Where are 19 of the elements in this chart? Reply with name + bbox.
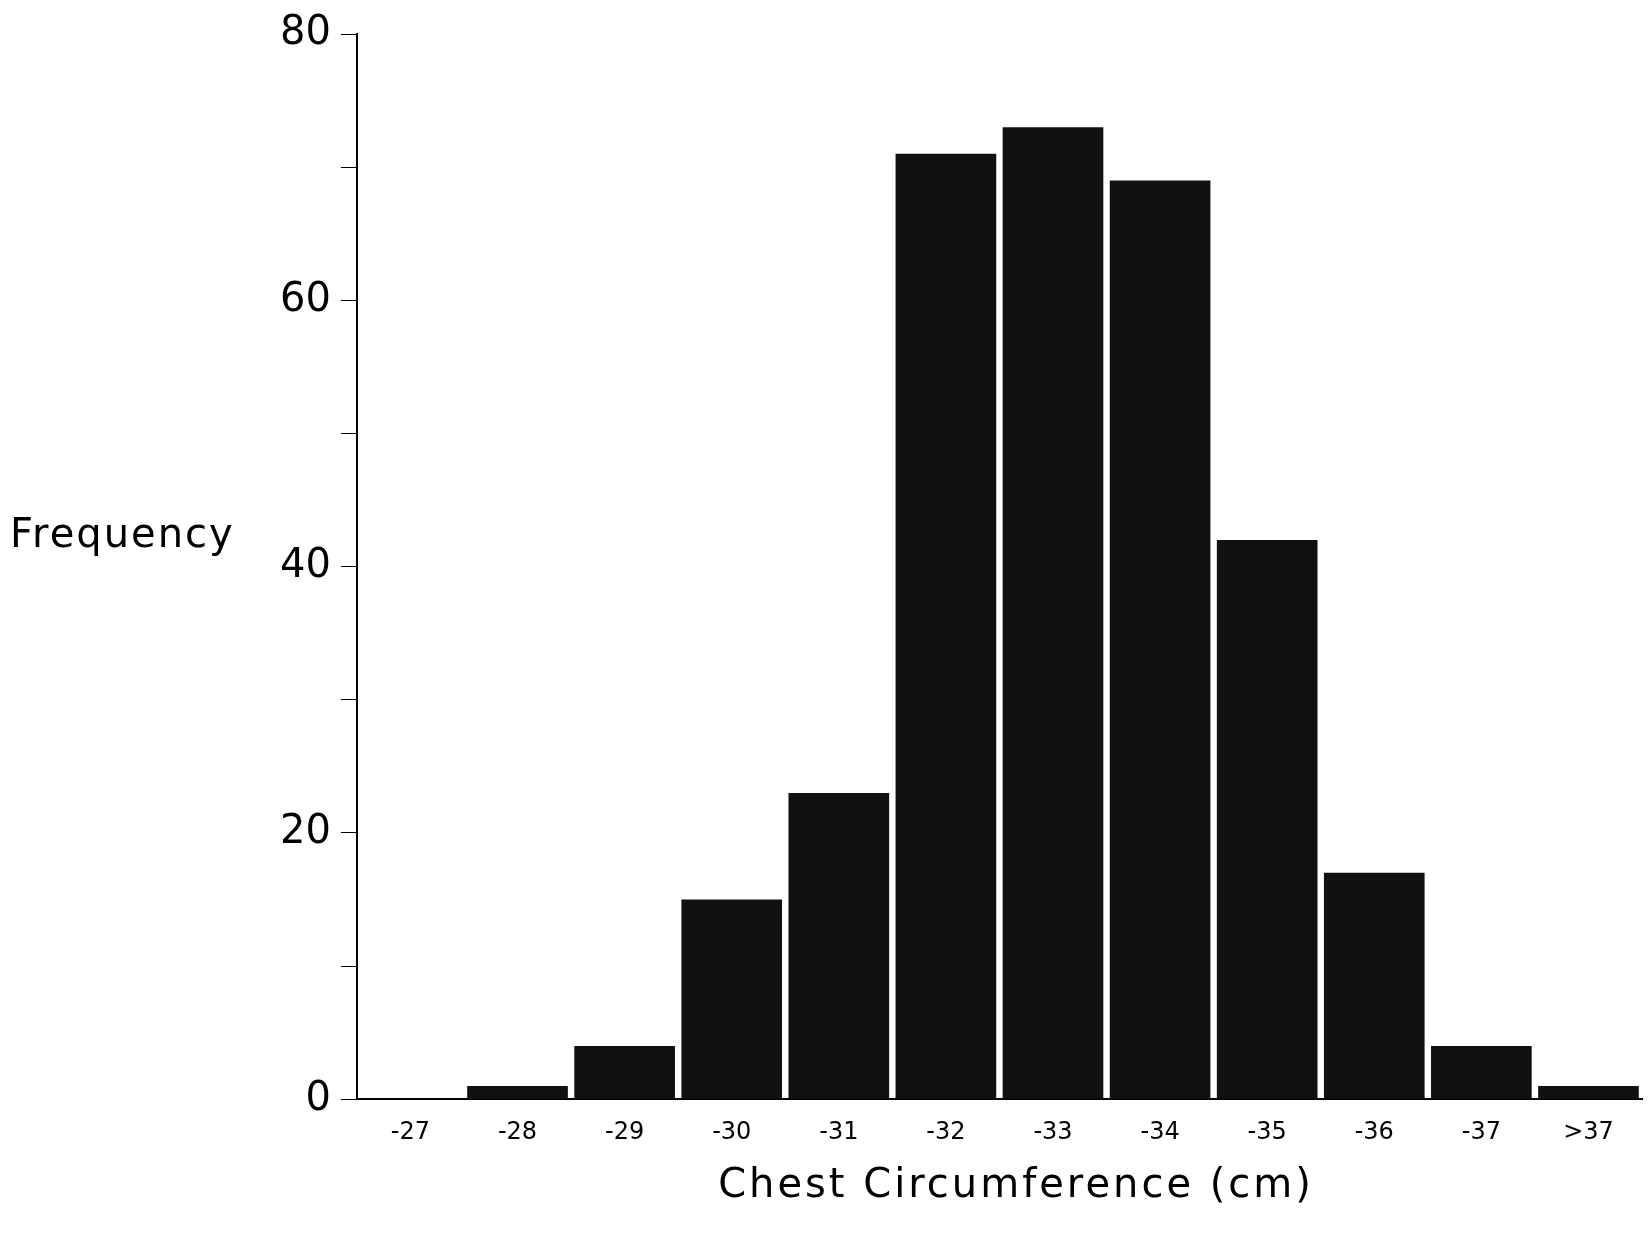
x-tick-label: -32	[926, 1116, 966, 1145]
x-tick-label: -27	[390, 1116, 431, 1145]
y-axis-title: Frequency	[10, 510, 235, 556]
y-tick-label: 0	[305, 1072, 331, 1119]
x-tick-label: >37	[1563, 1116, 1614, 1145]
x-tick-label: -31	[819, 1116, 859, 1145]
x-tick-label: -30	[712, 1116, 752, 1145]
y-tick-label: 20	[279, 806, 331, 853]
x-axis-title: Chest Circumference (cm)	[717, 1160, 1315, 1206]
x-tick-label: -37	[1461, 1116, 1501, 1145]
y-tick-label: 80	[279, 7, 331, 54]
x-tick-label: -33	[1033, 1116, 1073, 1145]
x-tick-label: -36	[1354, 1116, 1394, 1145]
y-tick-label: 40	[279, 539, 331, 586]
x-tick-label: -28	[497, 1116, 538, 1145]
x-tick-label: -29	[605, 1116, 645, 1145]
y-tick-label: 60	[279, 273, 331, 320]
x-tick-label: -35	[1247, 1116, 1287, 1145]
x-tick-label: -34	[1140, 1116, 1180, 1145]
